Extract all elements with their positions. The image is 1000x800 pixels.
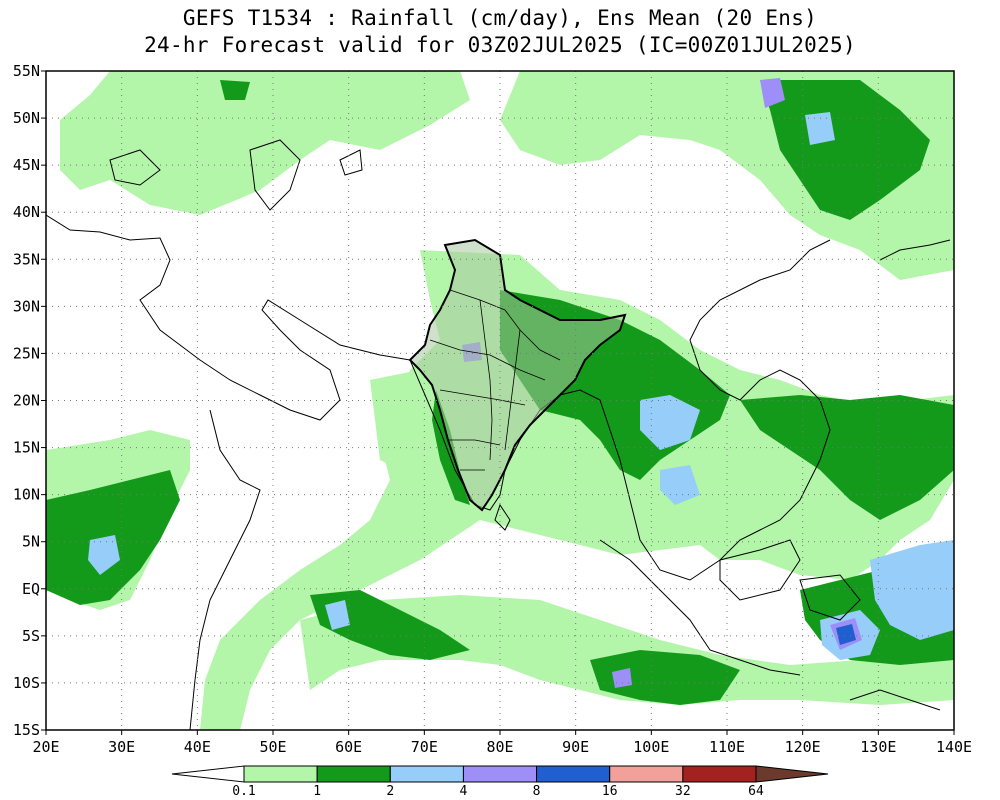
lat-tick-label: 5N (22, 533, 40, 551)
lat-tick-label: 40N (13, 203, 40, 221)
colorbar-swatch (682, 765, 757, 783)
latitude-ticks: 55N 50N 45N 40N 35N 30N 25N 20N 15N 10N 5N EQ 5S 10S 1… (13, 62, 46, 739)
lat-tick-label: 20N (13, 392, 40, 410)
colorbar-swatch (609, 765, 684, 783)
colorbar-label: 16 (602, 784, 618, 799)
lon-tick-label: 110E (709, 738, 745, 756)
lat-tick-label: 50N (13, 109, 40, 127)
rain-extreme-regions (836, 624, 856, 645)
lon-tick-label: 50E (259, 738, 286, 756)
lon-tick-label: 100E (633, 738, 669, 756)
lat-tick-label: 5S (22, 627, 40, 645)
colorbar-label: 4 (460, 784, 468, 799)
lat-tick-label: 25N (13, 344, 40, 362)
lon-tick-label: 30E (108, 738, 135, 756)
colorbar-swatch (316, 765, 391, 783)
colorbar-low-end (171, 765, 245, 783)
lat-tick-label: 15S (13, 721, 40, 739)
lat-tick-label: 30N (13, 297, 40, 315)
colorbar-high-end (755, 765, 829, 783)
lat-tick-label: 35N (13, 250, 40, 268)
lon-tick-label: 20E (32, 738, 59, 756)
lat-tick-label: 55N (13, 62, 40, 80)
map-title-line-1: GEFS T1534 : Rainfall (cm/day), Ens Mean… (182, 6, 818, 30)
colorbar: 0.1 1 2 4 8 16 32 64 (171, 765, 829, 799)
colorbar-label: 32 (675, 784, 691, 799)
colorbar-label: 8 (533, 784, 541, 799)
lat-tick-label: EQ (22, 580, 40, 598)
lat-tick-label: 45N (13, 156, 40, 174)
lon-tick-label: 90E (562, 738, 589, 756)
longitude-ticks: 20E 30E 40E 50E 60E 70E 80E 90E 100E 110E 120E 130E… (32, 730, 972, 756)
lon-tick-label: 60E (335, 738, 362, 756)
lon-tick-label: 130E (860, 738, 896, 756)
colorbar-swatch (462, 765, 538, 783)
map-title-line-2: 24-hr Forecast valid for 03Z02JUL2025 (I… (144, 33, 856, 57)
rain-heavy-regions (88, 112, 954, 660)
colorbar-label: 64 (748, 784, 764, 799)
lon-tick-label: 140E (936, 738, 972, 756)
colorbar-label: 1 (313, 784, 321, 799)
lon-tick-label: 70E (411, 738, 438, 756)
lat-tick-label: 10S (13, 674, 40, 692)
colorbar-swatch (243, 765, 318, 783)
graticule (46, 71, 954, 730)
lon-tick-label: 40E (184, 738, 211, 756)
lat-tick-label: 10N (13, 486, 40, 504)
colorbar-swatch (389, 765, 464, 783)
colorbar-label: 0.1 (232, 784, 255, 799)
colorbar-label: 2 (386, 784, 394, 799)
lon-tick-label: 120E (785, 738, 821, 756)
colorbar-swatch (536, 765, 611, 783)
india-boundary (408, 238, 627, 512)
lon-tick-label: 80E (486, 738, 513, 756)
lat-tick-label: 15N (13, 439, 40, 457)
